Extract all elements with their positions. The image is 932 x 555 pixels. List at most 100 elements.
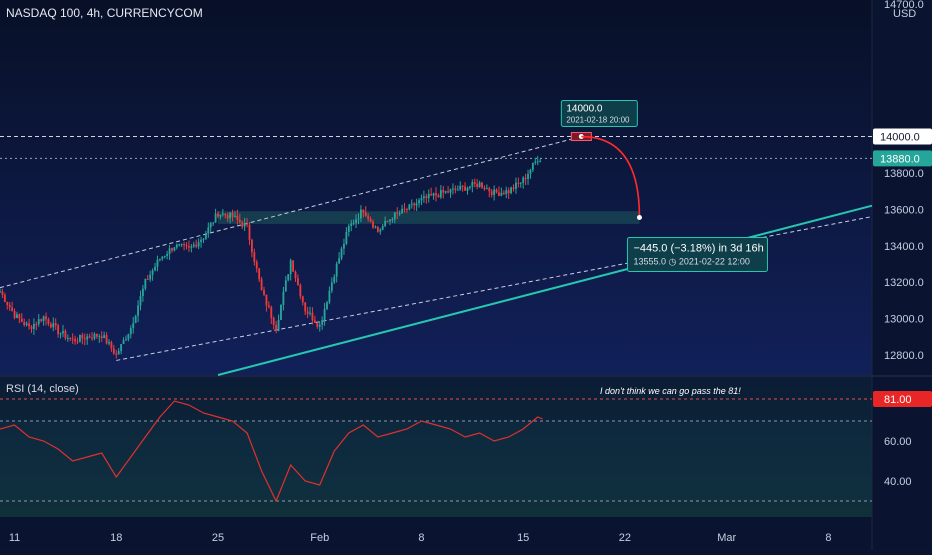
price-tick-13400: 13400.0 bbox=[884, 241, 924, 253]
candle-139 bbox=[335, 261, 338, 283]
symbol-title[interactable]: NASDAQ 100, 4h, CURRENCYCOM bbox=[6, 6, 203, 20]
candle-body bbox=[103, 335, 106, 339]
candle-body bbox=[93, 333, 96, 339]
candle-223 bbox=[539, 158, 542, 163]
candle-body bbox=[531, 162, 534, 170]
candle-body bbox=[539, 160, 542, 162]
candle-175 bbox=[422, 190, 425, 203]
candle-153 bbox=[369, 216, 372, 223]
candle-body bbox=[229, 212, 232, 219]
candle-125 bbox=[301, 295, 304, 306]
candle-body bbox=[243, 223, 246, 227]
candle-214 bbox=[517, 177, 520, 188]
candle-195 bbox=[471, 179, 474, 193]
current-price-badge-bg bbox=[873, 150, 932, 167]
candle-135 bbox=[326, 300, 328, 311]
candle-21 bbox=[49, 321, 52, 329]
candle-body bbox=[403, 208, 406, 210]
candle-60 bbox=[144, 278, 147, 291]
candle-body bbox=[161, 256, 164, 259]
candle-body bbox=[183, 244, 186, 246]
candle-55 bbox=[132, 316, 135, 334]
candle-90 bbox=[217, 211, 219, 219]
candle-58 bbox=[139, 290, 142, 311]
candle-43 bbox=[103, 331, 106, 339]
candle-body bbox=[37, 319, 40, 325]
candle-body bbox=[151, 270, 154, 275]
candle-39 bbox=[93, 332, 96, 341]
candle-body bbox=[287, 274, 290, 281]
candle-body bbox=[260, 279, 263, 291]
candle-64 bbox=[154, 263, 156, 272]
target-price-text: 14000.0 bbox=[880, 132, 920, 144]
projection-end-box bbox=[626, 237, 768, 273]
candle-body bbox=[158, 258, 161, 260]
candle-202 bbox=[488, 186, 491, 198]
candle-body bbox=[13, 310, 16, 318]
candle-25 bbox=[59, 332, 62, 339]
candle-body bbox=[108, 342, 110, 344]
candle-66 bbox=[158, 258, 161, 262]
candle-170 bbox=[410, 199, 413, 209]
candle-body bbox=[20, 318, 23, 322]
candle-body bbox=[277, 319, 280, 331]
candle-body bbox=[175, 244, 178, 248]
candle-35 bbox=[83, 333, 86, 346]
candle-123 bbox=[297, 274, 299, 286]
candle-129 bbox=[311, 307, 314, 325]
candle-body bbox=[263, 290, 265, 295]
candle-83 bbox=[200, 236, 202, 248]
candle-192 bbox=[464, 182, 466, 191]
candle-body bbox=[154, 266, 156, 271]
candle-body bbox=[11, 307, 14, 311]
candle-67 bbox=[161, 256, 164, 261]
projection-end-dot bbox=[636, 215, 642, 221]
rsi-pane[interactable] bbox=[0, 377, 872, 517]
annotation-text: I don't think we can go pass the 81! bbox=[600, 386, 741, 396]
rsi-level-badge-bg bbox=[873, 391, 932, 407]
candle-body bbox=[226, 215, 229, 219]
candle-body bbox=[386, 220, 389, 222]
candle-22 bbox=[52, 317, 55, 332]
candle-body bbox=[323, 308, 326, 321]
price-tick-top: 14700.0 bbox=[884, 0, 924, 11]
candle-5 bbox=[11, 301, 14, 312]
candle-body bbox=[16, 314, 18, 318]
candle-183 bbox=[442, 185, 445, 199]
candle-body bbox=[449, 189, 452, 193]
candle-0 bbox=[0, 288, 1, 293]
candle-body bbox=[221, 213, 224, 215]
candle-body bbox=[212, 222, 215, 224]
candle-69 bbox=[166, 250, 169, 260]
price-tick-13000: 13000.0 bbox=[884, 314, 924, 326]
rsi-line bbox=[0, 400, 543, 503]
candle-body bbox=[512, 187, 515, 189]
candle-77 bbox=[185, 242, 188, 250]
candle-body bbox=[459, 185, 462, 190]
candle-body bbox=[238, 219, 241, 223]
time-tick-7: Mar bbox=[717, 532, 736, 544]
candle-body bbox=[359, 209, 362, 219]
candle-body bbox=[376, 226, 379, 232]
candle-7 bbox=[16, 311, 18, 319]
candle-1 bbox=[1, 288, 4, 299]
rsi-title[interactable]: RSI (14, close) bbox=[6, 383, 79, 395]
candle-body bbox=[410, 203, 413, 205]
candle-13 bbox=[30, 325, 33, 333]
candle-body bbox=[352, 223, 355, 225]
candle-98 bbox=[236, 209, 239, 225]
target-price-badge-bg bbox=[873, 128, 932, 145]
candle-17 bbox=[40, 318, 43, 323]
candle-body bbox=[95, 333, 98, 337]
candle-body bbox=[241, 222, 244, 227]
candle-body bbox=[330, 282, 333, 291]
projection-start-time: 2021-02-18 20:00 bbox=[566, 116, 630, 125]
candle-body bbox=[267, 305, 270, 308]
candle-body bbox=[117, 351, 120, 355]
candle-body bbox=[236, 215, 239, 220]
time-tick-2: 25 bbox=[212, 532, 224, 544]
candle-149 bbox=[359, 205, 362, 223]
candle-220 bbox=[531, 162, 534, 173]
